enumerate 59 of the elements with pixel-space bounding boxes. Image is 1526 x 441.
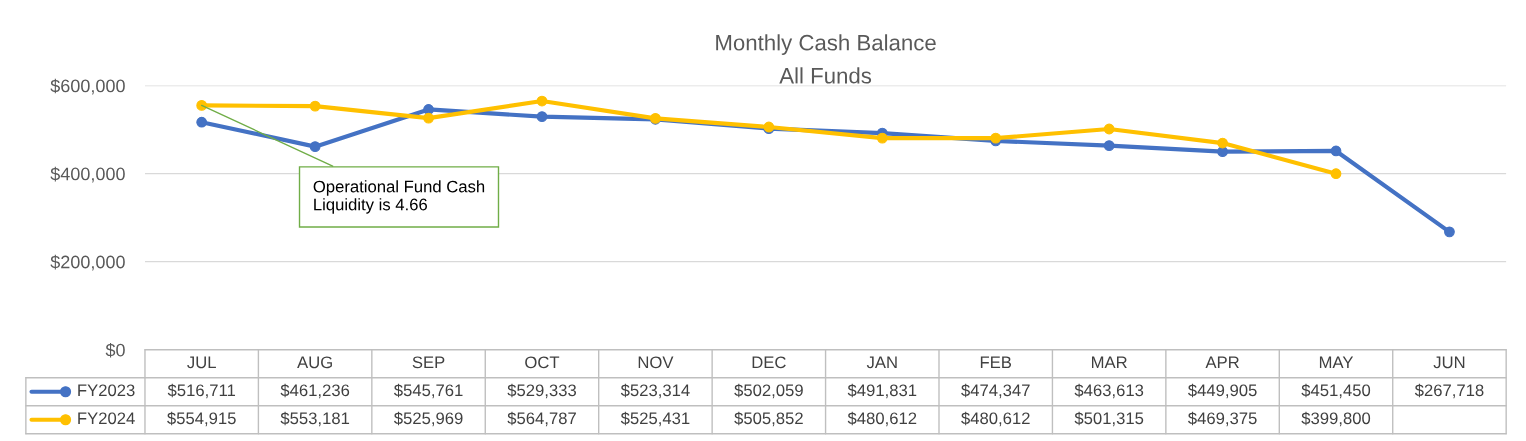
x-tick-label: JUL [187, 356, 216, 369]
data-label: $525,969 [393, 411, 463, 427]
point [1330, 145, 1342, 157]
point [1444, 226, 1455, 238]
point [536, 95, 548, 107]
data-label: $505,852 [734, 411, 803, 427]
data-label: $461,236 [280, 383, 350, 399]
legend-label: FY2024 [78, 412, 135, 425]
data-label: $553,181 [280, 411, 350, 427]
point [196, 116, 208, 128]
x-tick-label: JAN [866, 356, 897, 369]
point [423, 112, 434, 124]
data-label: $564,787 [507, 411, 576, 427]
data-label: $502,059 [734, 383, 803, 399]
x-tick-label: FEB [980, 356, 1012, 369]
data-label: $554,915 [167, 411, 236, 427]
annotation: Operational Fund Cash Liquidity is 4.66 [313, 180, 485, 214]
point [423, 104, 434, 115]
x-tick-label: DEC [752, 356, 786, 369]
data-label: $516,711 [167, 383, 236, 399]
chart-subtitle: All Funds [779, 67, 872, 84]
data-label: $491,831 [847, 383, 917, 399]
x-tick-label: APR [1205, 356, 1239, 369]
data-label: $525,431 [620, 411, 690, 427]
point [309, 100, 321, 112]
data-label: $469,375 [1188, 411, 1257, 427]
point [1217, 137, 1228, 149]
legend-label: FY2023 [78, 384, 135, 397]
point [1103, 123, 1115, 135]
chart-title: Monthly Cash Balance [716, 34, 936, 55]
data-label: $267,718 [1414, 383, 1484, 399]
x-tick-label: AUG [297, 356, 332, 369]
data-label: $545,761 [393, 383, 463, 399]
data-label: $501,315 [1074, 411, 1144, 427]
data-label: $449,905 [1188, 383, 1257, 399]
point [309, 141, 321, 153]
point [536, 111, 548, 123]
y-tick-label: $600,000 [50, 78, 125, 95]
x-tick-label: JUN [1433, 356, 1465, 369]
data-label: $529,333 [507, 383, 577, 399]
y-tick-label: $0 [105, 342, 125, 358]
point [876, 132, 888, 144]
x-tick-label: OCT [525, 356, 560, 369]
point [1330, 168, 1342, 180]
data-label: $463,613 [1074, 383, 1144, 399]
data-label: $480,612 [847, 411, 917, 427]
data-label: $474,347 [961, 383, 1030, 399]
x-tick-label: SEP [412, 356, 445, 369]
point [1217, 146, 1228, 158]
y-tick-label: $400,000 [50, 166, 125, 183]
data-label: $451,450 [1301, 383, 1371, 399]
x-tick-label: NOV [638, 356, 674, 369]
y-tick-label: $200,000 [50, 254, 125, 271]
x-tick-label: MAY [1319, 356, 1354, 369]
data-label: $480,612 [961, 411, 1030, 427]
point [1103, 140, 1115, 151]
x-tick-label: MAR [1092, 356, 1127, 369]
data-label: $399,800 [1301, 411, 1371, 427]
data-label: $523,314 [620, 383, 690, 399]
